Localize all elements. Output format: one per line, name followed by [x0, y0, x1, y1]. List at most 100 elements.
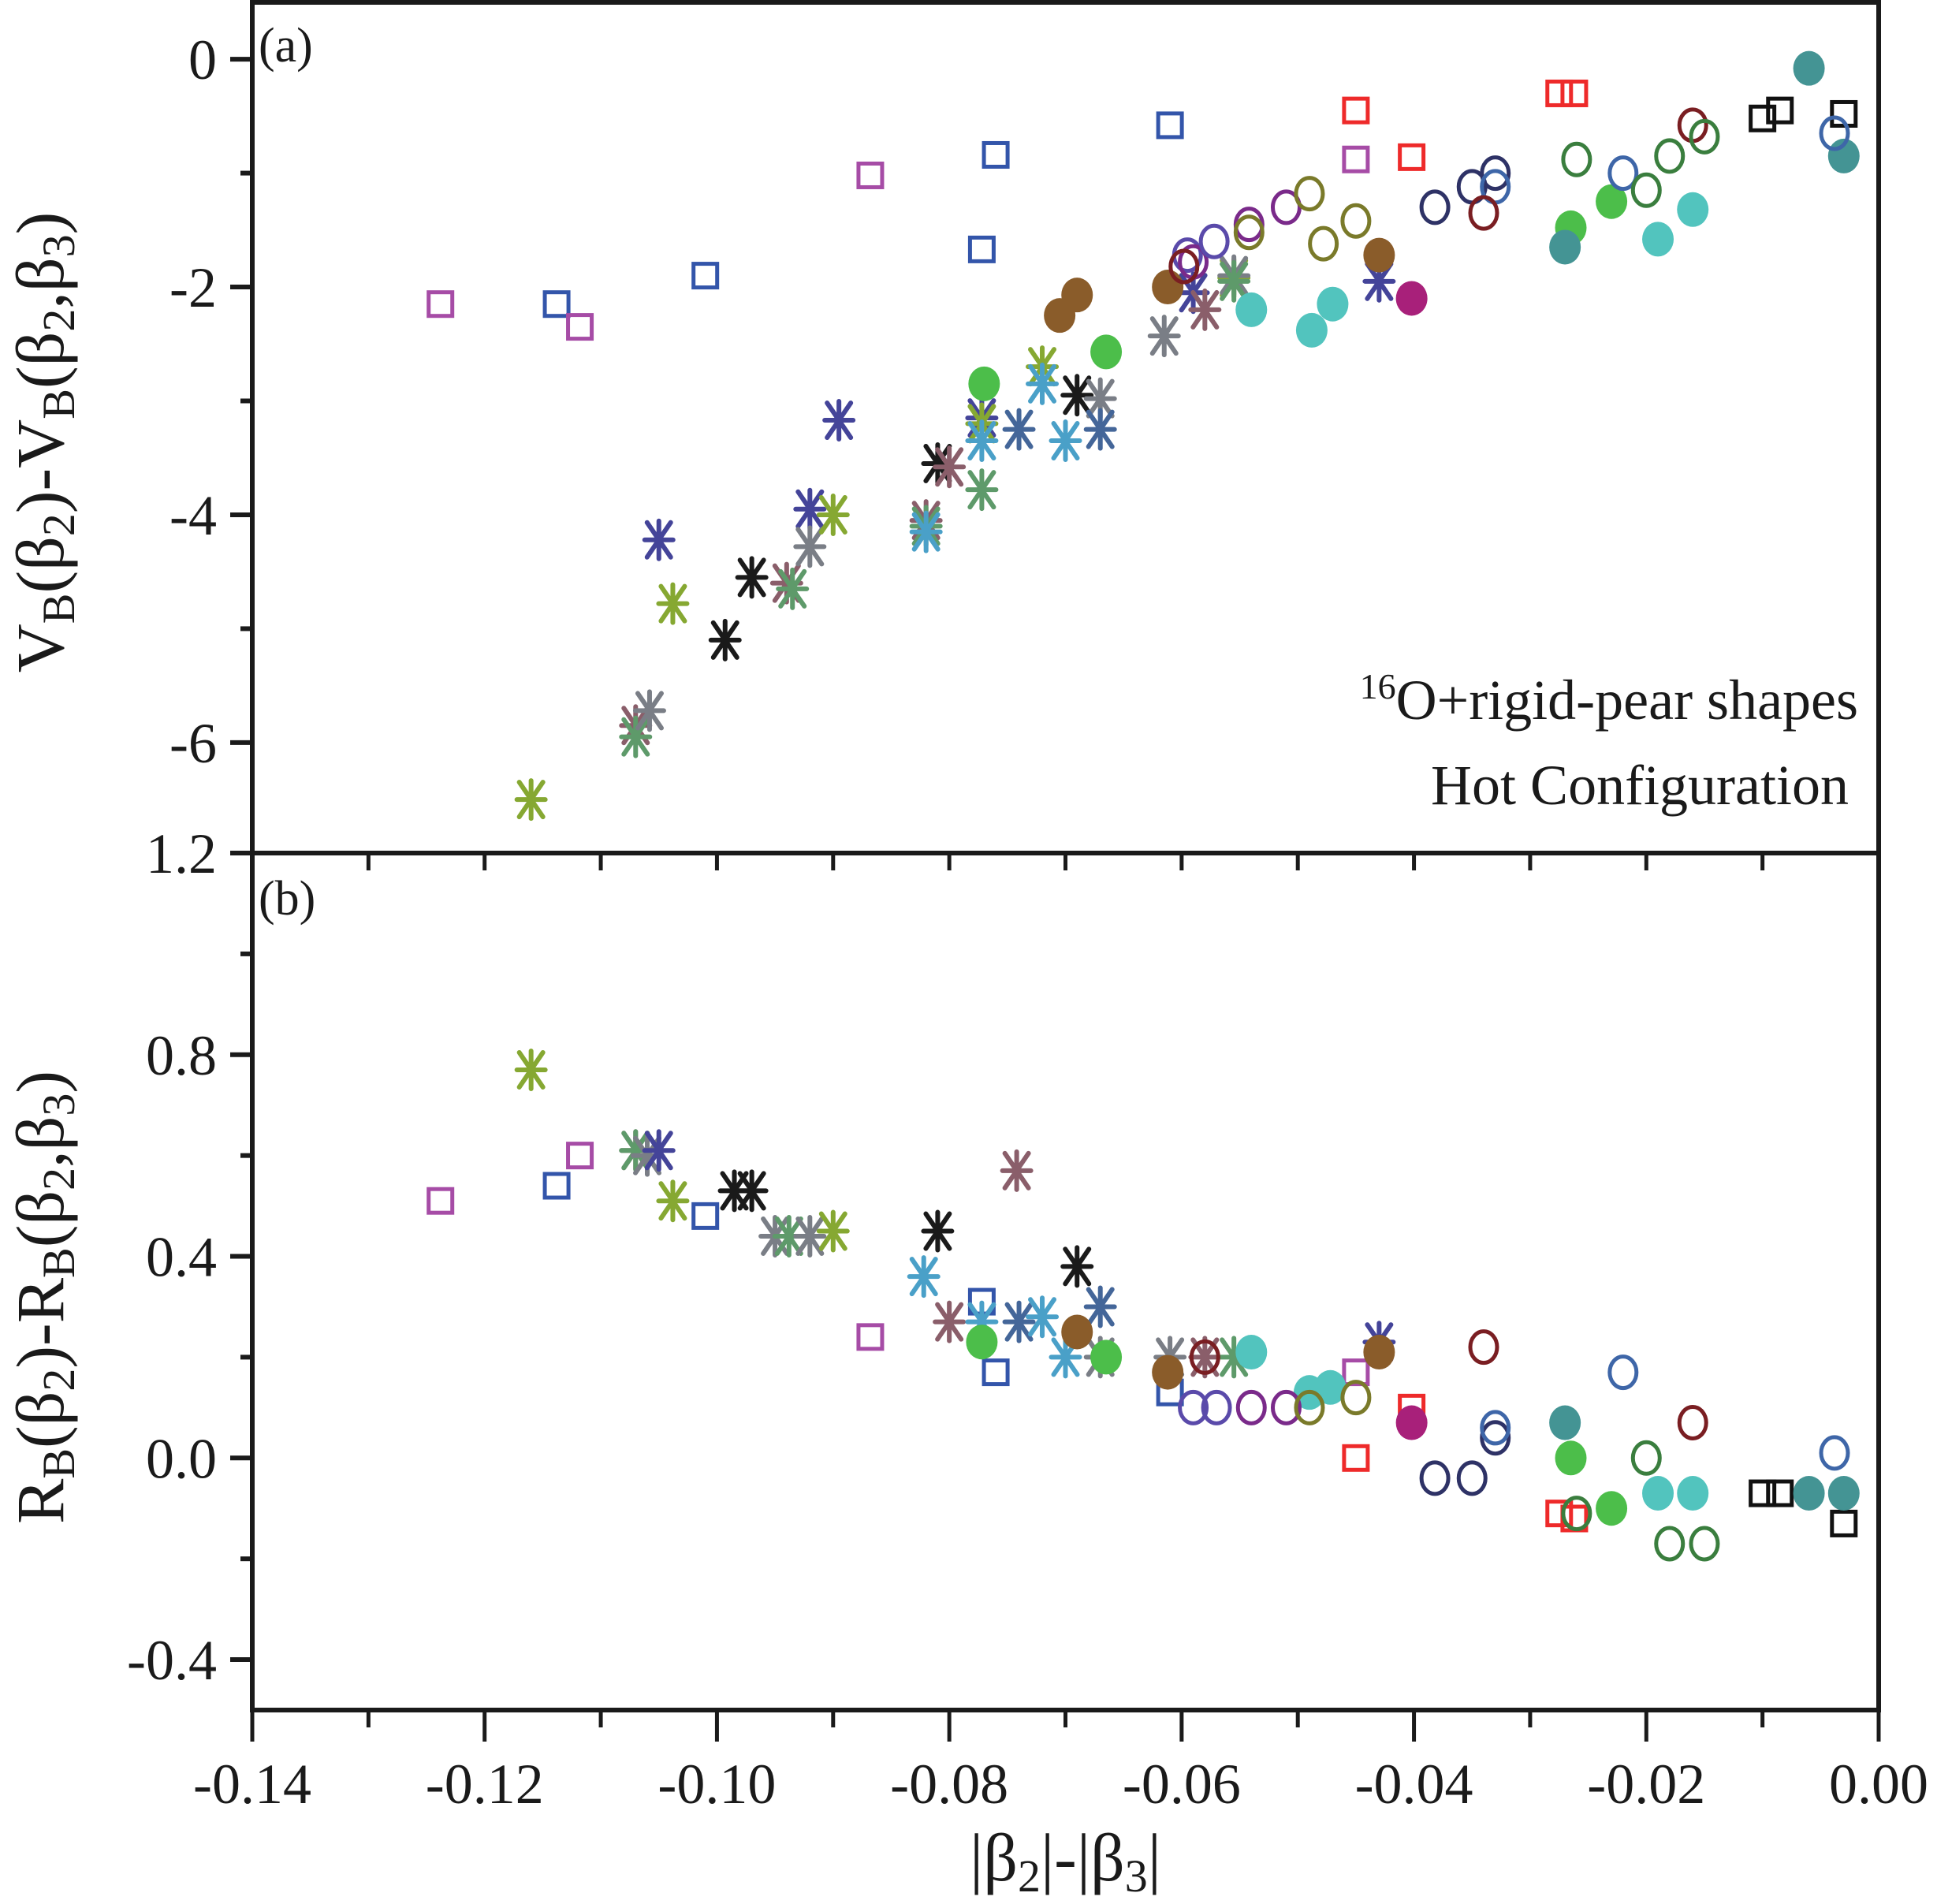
asterisk-marker [816, 493, 850, 536]
x-tick-label: -0.02 [1587, 1753, 1705, 1816]
panel-a-ticks: 0 -2 -4 -6 [169, 28, 252, 775]
y-tick-label: -2 [169, 256, 217, 319]
x-tick-label: -0.12 [426, 1753, 544, 1816]
open-circle-marker [1480, 1420, 1511, 1456]
square-marker [1398, 143, 1426, 171]
open-circle-marker [1561, 1496, 1592, 1532]
filled-circle-marker [1090, 1340, 1123, 1375]
panel-a: 0 -2 -4 -6 (a) 16O+rigid-pear shapes Hot Co… [2, 0, 1881, 855]
open-circle-marker [1189, 1339, 1220, 1375]
asterisk-marker [514, 778, 548, 822]
open-circle-marker [1689, 1526, 1720, 1562]
asterisk-marker [514, 1048, 548, 1091]
asterisk-marker [1217, 259, 1251, 303]
x-axis-title: |β2|-|β3| [970, 1820, 1161, 1902]
asterisk-marker [816, 1209, 850, 1253]
filled-circle-marker [1642, 1476, 1674, 1511]
ylabel-part: )-R [2, 1277, 78, 1368]
asterisk-marker [717, 1169, 751, 1213]
asterisk-marker [933, 445, 967, 489]
filled-circle-marker [1677, 192, 1709, 227]
ylabel-sub: 2 [33, 1168, 84, 1190]
filled-circle-marker [1363, 237, 1395, 273]
square-marker [1545, 79, 1574, 107]
filled-circle-marker [1395, 1405, 1428, 1440]
open-circle-marker [1607, 1354, 1639, 1391]
open-circle-marker [1294, 1389, 1325, 1425]
x-tick-label: -0.14 [193, 1753, 311, 1816]
filled-circle-marker [1677, 1476, 1709, 1511]
filled-circle-marker [1235, 292, 1268, 327]
filled-circle-marker [1061, 1314, 1093, 1350]
square-marker [566, 1142, 594, 1170]
panel-a-markers [427, 50, 1860, 822]
filled-circle-marker [1549, 229, 1581, 265]
ylabel-sub: 3 [33, 234, 84, 257]
filled-circle-marker [1363, 1335, 1395, 1370]
ylabel-part: ,β [2, 1116, 78, 1168]
open-circle-marker [1419, 189, 1451, 225]
xlabel-part: |-|β [1041, 1820, 1125, 1895]
asterisk-marker [921, 442, 955, 485]
ylabel-part: (β [2, 332, 78, 389]
asterisk-marker [1188, 1336, 1222, 1379]
y-tick-label: 0 [188, 28, 217, 91]
asterisk-marker [965, 419, 999, 463]
open-circle-marker [1480, 1410, 1511, 1446]
filled-circle-marker [1549, 1405, 1581, 1440]
filled-circle-marker [1295, 312, 1328, 348]
square-marker [1156, 111, 1184, 140]
square-marker [1830, 1509, 1858, 1537]
ylabel-part: ,β [2, 257, 78, 308]
open-circle-marker [1819, 115, 1850, 151]
asterisk-marker [822, 399, 856, 442]
open-circle-marker [1607, 155, 1639, 192]
asterisk-marker [619, 1129, 653, 1172]
asterisk-marker [793, 525, 827, 568]
asterisk-marker [1217, 1336, 1251, 1379]
square-marker [967, 235, 996, 263]
asterisk-marker [1002, 408, 1036, 451]
open-circle-marker [1198, 223, 1230, 259]
panel-b-label: (b) [259, 872, 315, 926]
open-circle-marker [1340, 203, 1372, 239]
ylabel-part: V [2, 624, 78, 673]
filled-circle-marker [1152, 270, 1184, 305]
filled-circle-marker [1395, 281, 1428, 316]
annotation-line1: O+rigid-pear shapes [1396, 669, 1858, 732]
open-circle-marker [1178, 1389, 1209, 1425]
y-tick-label: 1.2 [146, 822, 217, 885]
open-circle-marker [1419, 1460, 1451, 1496]
asterisk-marker [793, 1214, 827, 1258]
filled-circle-marker [1235, 1335, 1268, 1370]
asterisk-marker [1049, 1336, 1082, 1379]
filled-circle-marker [1555, 1440, 1587, 1476]
square-marker [1342, 1444, 1370, 1472]
square-marker [691, 1202, 720, 1230]
filled-circle-marker [1317, 286, 1349, 322]
open-circle-marker [1654, 138, 1686, 174]
open-circle-marker [1677, 1405, 1708, 1441]
square-marker [427, 290, 455, 319]
ylabel-part: (β [2, 536, 78, 593]
asterisk-marker [772, 1214, 806, 1258]
asterisk-marker [1060, 1245, 1094, 1288]
open-circle-marker [1630, 1440, 1662, 1476]
asterisk-marker [1188, 288, 1222, 331]
square-marker [1749, 1479, 1777, 1507]
filled-circle-marker [1827, 1476, 1860, 1511]
asterisk-marker [642, 518, 676, 561]
asterisk-marker [965, 468, 999, 512]
asterisk-marker [642, 1129, 676, 1172]
square-marker [982, 140, 1010, 169]
panel-a-label: (a) [259, 19, 313, 73]
asterisk-marker [1002, 1300, 1036, 1343]
xlabel-part: | [1148, 1820, 1161, 1895]
square-marker [1766, 1479, 1794, 1507]
open-circle-marker [1201, 1389, 1232, 1425]
asterisk-marker [1060, 374, 1094, 417]
open-circle-marker [1235, 1389, 1267, 1425]
ylabel-sub: B [33, 1247, 84, 1278]
filled-circle-marker [1793, 1476, 1825, 1511]
